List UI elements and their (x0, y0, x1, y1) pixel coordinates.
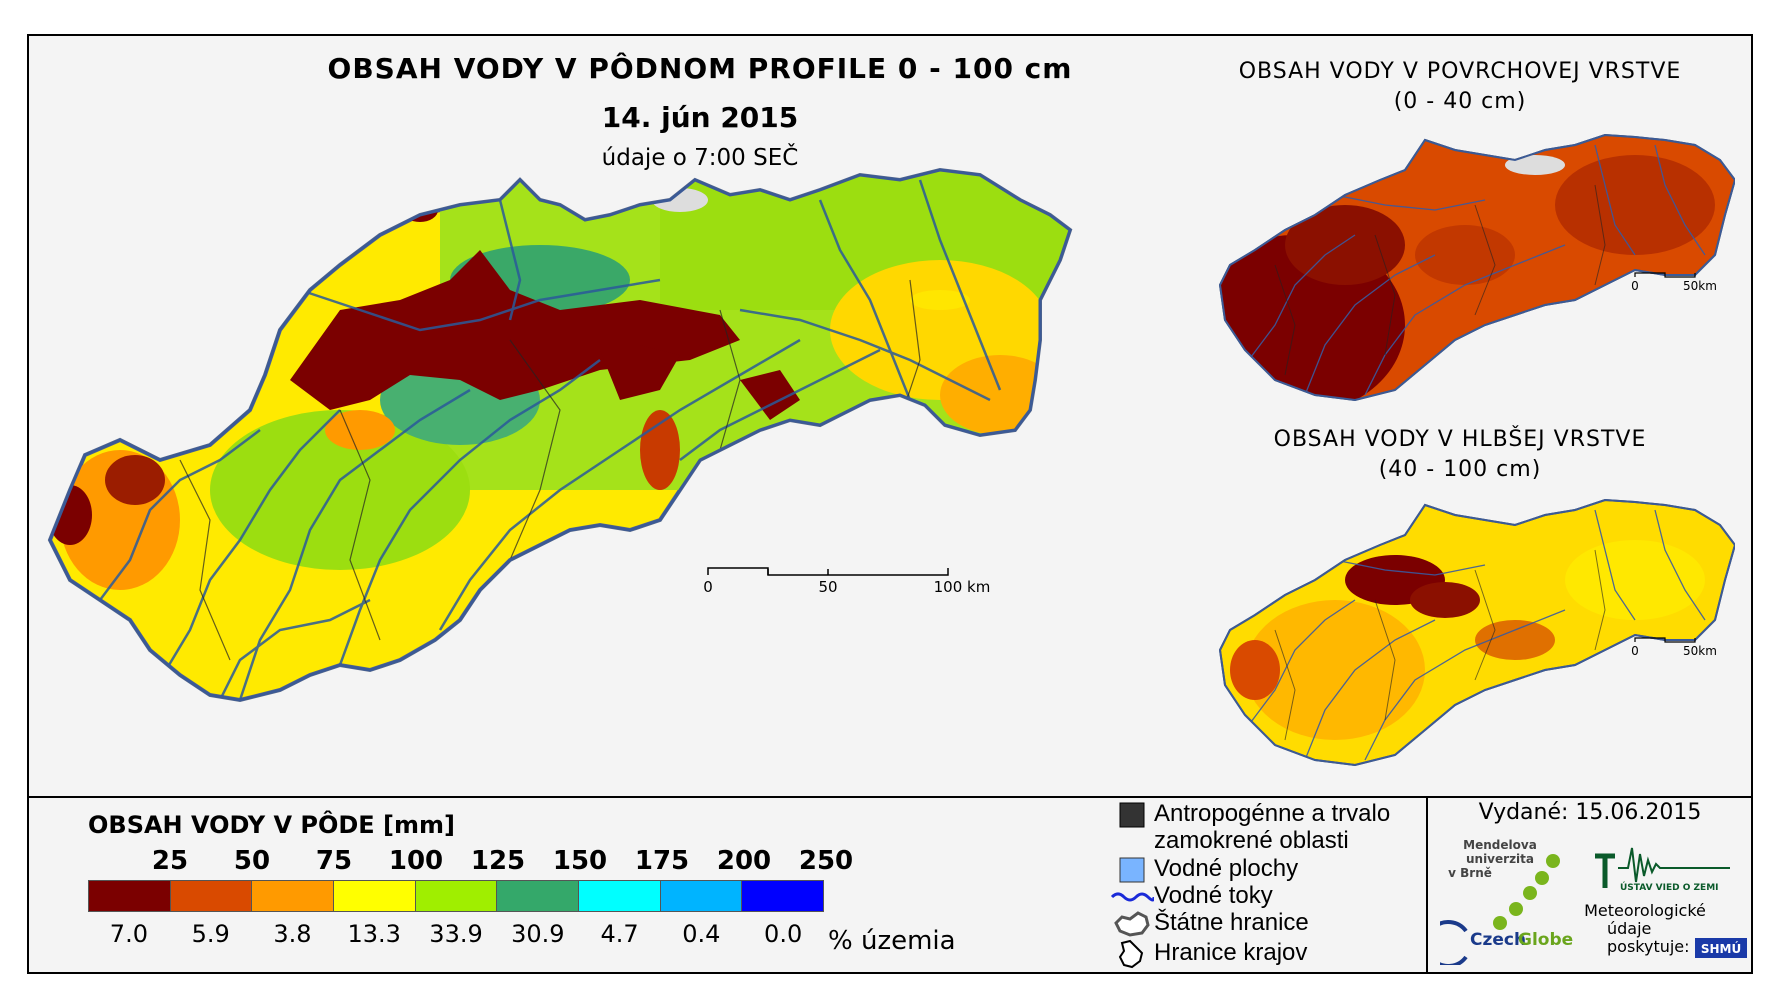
bin-label-250: 250 (798, 846, 854, 876)
shmu-line1: Meteorologické (1585, 901, 1706, 920)
shmu-mark: SHMÚ (1701, 941, 1741, 956)
uvz-label: ÚSTAV VIED O ZEMI (1620, 881, 1719, 893)
symbol-label-rivers: Vodné toky (1154, 882, 1273, 909)
symbol-row-region-border: Hranice krajov (1110, 939, 1307, 969)
mendel-line2: univerzita (1466, 852, 1534, 866)
main-scale-bar: 0 50 100 km (703, 567, 991, 596)
main-map: 0 50 100 km (48, 168, 1072, 702)
pct-2: 3.8 (273, 920, 312, 948)
pct-4: 33.9 (429, 920, 483, 948)
shmu-line3: poskytuje: (1607, 937, 1690, 956)
inset-bottom-title: OBSAH VODY V HLBŠEJ VRSTVE (40 - 100 cm) (1210, 425, 1710, 485)
pct-8: 0.0 (764, 920, 803, 948)
swatch-1 (170, 881, 253, 911)
inset-bottom-scale-label-0: 0 (1631, 644, 1639, 658)
bin-label-150: 150 (552, 846, 608, 876)
pct-3: 13.3 (347, 920, 401, 948)
bin-label-50: 50 (233, 846, 271, 876)
square-blue-icon (1110, 855, 1154, 885)
bin-label-125: 125 (470, 846, 526, 876)
pct-5: 30.9 (511, 920, 565, 948)
issued-date: Vydané: 15.06.2015 (1478, 800, 1702, 825)
main-scale-label-50: 50 (818, 578, 837, 596)
mendel-line1: Mendelova (1463, 838, 1537, 852)
pct-0: 7.0 (109, 920, 148, 948)
symbol-label-water-bodies: Vodné plochy (1154, 855, 1299, 882)
symbol-row-anthropogenic: Antropogénne a trvalo zamokrené oblasti (1110, 800, 1414, 854)
czechglobe-part2: Globe (1518, 930, 1573, 950)
inset-top-title-line1: OBSAH VODY V POVRCHOVEJ VRSTVE (1238, 59, 1682, 84)
swatch-3 (334, 881, 416, 911)
legend-percentages: 7.0 5.9 3.8 13.3 33.9 30.9 4.7 0.4 0.0 (88, 920, 824, 950)
symbol-label-region-border: Hranice krajov (1154, 939, 1308, 966)
swatch-7 (660, 881, 743, 911)
swatch-8 (742, 881, 824, 911)
inset-top-map: 0 50km (1219, 134, 1735, 401)
mendel-line3: v Brně (1448, 866, 1492, 880)
percent-unit: % územia (828, 926, 956, 956)
pct-6: 4.7 (600, 920, 639, 948)
logo-divider (1426, 796, 1428, 974)
symbol-label-anthropogenic: Antropogénne a trvalo zamokrené oblasti (1154, 800, 1391, 854)
swatch-5 (497, 881, 580, 911)
shmu-logo: Meteorologické údaje poskytuje: SHMÚ (1585, 901, 1747, 958)
bin-label-25: 25 (151, 846, 189, 876)
main-title: OBSAH VODY V PÔDNOM PROFILE 0 - 100 cm (327, 52, 1073, 85)
earth-science-institute-logo: ÚSTAV VIED O ZEMI (1595, 847, 1730, 893)
inset-bottom-title-line1: OBSAH VODY V HLBŠEJ VRSTVE (1273, 427, 1647, 452)
swatch-6 (579, 881, 661, 911)
symbol-label-state-border: Štátne hranice (1154, 909, 1309, 936)
inset-bottom-map: 0 50km (1219, 499, 1735, 766)
inset-bottom-scale-label-50: 50km (1683, 644, 1717, 658)
legend-divider (27, 796, 1753, 798)
state-border-icon (1110, 909, 1154, 939)
main-scale-label-100: 100 km (934, 578, 991, 596)
main-date: 14. jún 2015 (601, 101, 799, 134)
river-line-icon (1110, 882, 1154, 912)
pct-1: 5.9 (191, 920, 230, 948)
swatch-0 (89, 881, 171, 911)
bin-label-100: 100 (388, 846, 444, 876)
swatch-2 (252, 881, 335, 911)
square-dark-icon (1110, 800, 1154, 830)
legend-title: OBSAH VODY V PÔDE [mm] (88, 811, 456, 839)
inset-bottom-title-line2: (40 - 100 cm) (1378, 457, 1542, 482)
inset-top-title-line2: (0 - 40 cm) (1393, 89, 1527, 114)
inset-top-scale-bar: 0 50km (1631, 272, 1717, 293)
bin-label-200: 200 (716, 846, 772, 876)
swatch-4 (415, 881, 498, 911)
inset-top-scale-label-50: 50km (1683, 279, 1717, 293)
inset-top-title: OBSAH VODY V POVRCHOVEJ VRSTVE (0 - 40 c… (1210, 57, 1710, 117)
main-scale-label-0: 0 (703, 578, 713, 596)
inset-bottom-scale-bar: 0 50km (1631, 637, 1717, 658)
symbol-row-rivers: Vodné toky (1110, 882, 1273, 912)
main-subtitle: údaje o 7:00 SEČ (601, 145, 799, 171)
region-border-icon (1110, 939, 1154, 969)
bin-label-75: 75 (315, 846, 353, 876)
czechglobe-part1: Czech (1470, 930, 1526, 950)
inset-top-scale-label-0: 0 (1631, 279, 1639, 293)
mendel-university-logo: Mendelova univerzita v Brně Czech Globe (1440, 838, 1573, 965)
pct-7: 0.4 (682, 920, 721, 948)
symbol-row-state-border: Štátne hranice (1110, 909, 1309, 939)
legend-bin-labels: 25 50 75 100 125 150 175 200 250 (88, 846, 853, 876)
bin-label-175: 175 (634, 846, 690, 876)
symbol-row-water-bodies: Vodné plochy (1110, 855, 1298, 885)
legend-color-scale (88, 880, 824, 912)
shmu-line2: údaje (1607, 919, 1651, 938)
